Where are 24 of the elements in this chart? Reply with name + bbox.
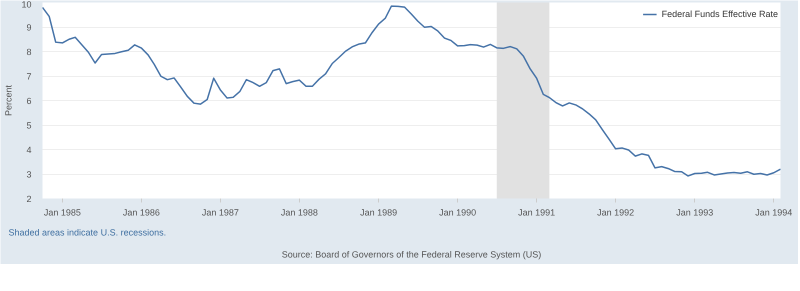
y-tick-label: 3 xyxy=(26,170,32,180)
y-tick-label: 2 xyxy=(26,194,32,204)
y-tick-label: 6 xyxy=(26,96,32,106)
text: Shaded areas indicate U.S. recessions. xyxy=(8,228,166,238)
legend-label: Federal Funds Effective Rate xyxy=(662,9,778,19)
x-tick-label: Jan 1991 xyxy=(518,208,556,218)
x-tick-label: Jan 1989 xyxy=(360,208,398,218)
y-tick-label: 9 xyxy=(26,22,32,32)
x-tick-label: Jan 1992 xyxy=(597,208,634,218)
x-tick-label: Jan 1988 xyxy=(280,208,318,218)
x-tick-label: Jan 1986 xyxy=(122,208,160,218)
x-tick-label: Jan 1993 xyxy=(676,208,714,218)
x-tick-label: Jan 1985 xyxy=(44,208,81,218)
y-tick-label: 10 xyxy=(21,0,32,10)
y-tick-label: 7 xyxy=(26,72,32,82)
line-series xyxy=(42,5,780,177)
y-tick-label: 8 xyxy=(26,47,32,57)
y-tick-label: 4 xyxy=(26,145,32,155)
x-tick-label: Jan 1994 xyxy=(755,208,792,218)
y-tick-label: 5 xyxy=(26,120,32,130)
y-axis-title: Percent xyxy=(3,84,14,116)
source-note: Source: Board of Governors of the Federal Reserve System (US) xyxy=(282,250,542,260)
x-tick-label: Jan 1990 xyxy=(439,208,476,218)
x-tick-label: Jan 1987 xyxy=(202,208,239,218)
